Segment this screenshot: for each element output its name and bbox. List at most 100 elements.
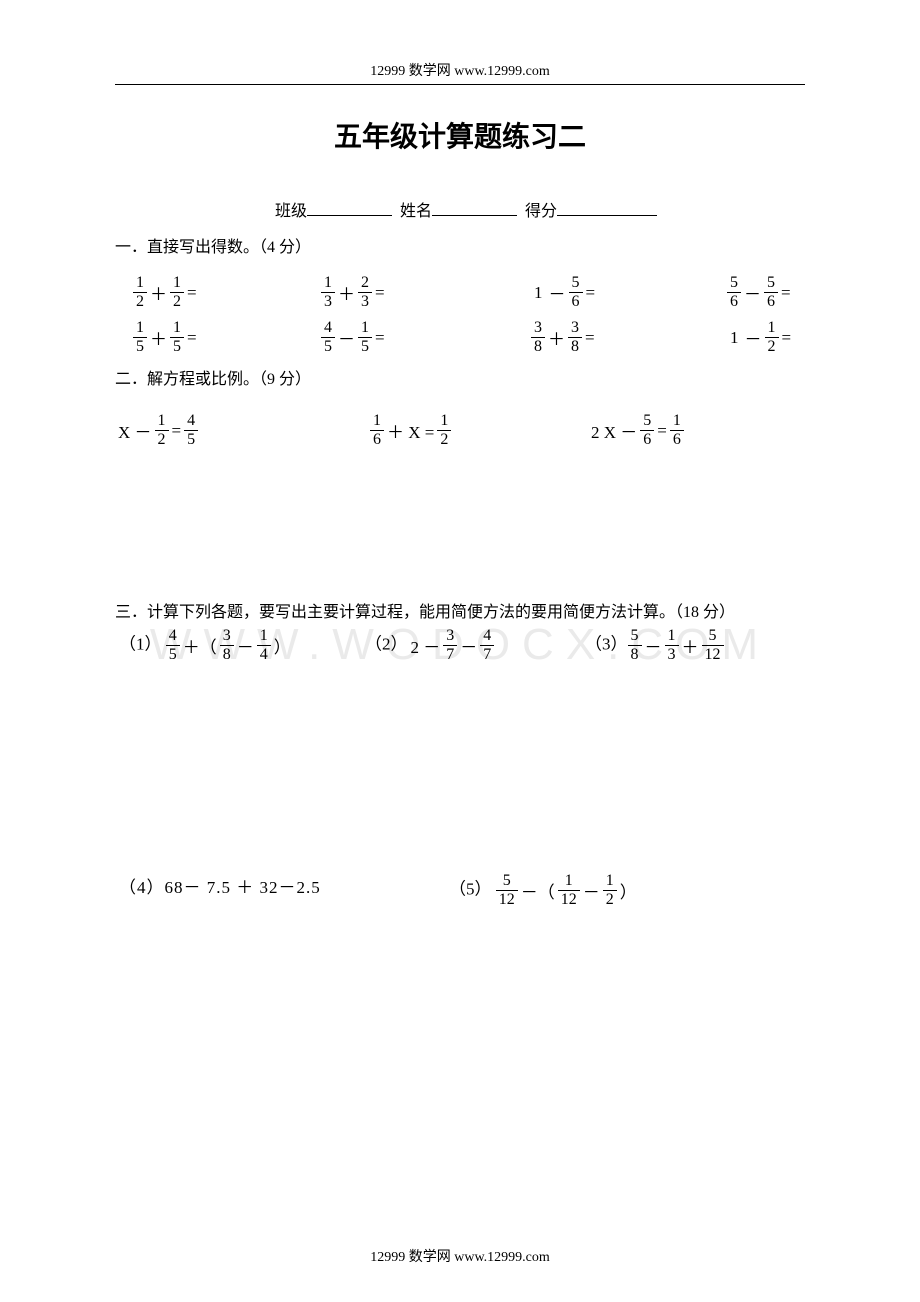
operator: ＋ [147,325,170,350]
sec2-row: X －12=45 16＋ X =12 2 X －56=16 [115,413,805,448]
equals: = [184,283,200,303]
equals: = [582,328,598,348]
fraction: 15 [133,320,147,355]
numerator: 4 [166,628,180,646]
equals: = [372,328,388,348]
fraction: 47 [480,628,494,663]
numerator: 1 [133,275,147,293]
problem-label: （4） [119,878,165,897]
denominator: 8 [531,338,545,355]
denominator: 4 [257,646,271,663]
operator: － [335,325,358,350]
denominator: 8 [568,338,582,355]
denominator: 6 [370,431,384,448]
fraction: 15 [170,320,184,355]
denominator: 5 [170,338,184,355]
fraction: 56 [569,275,583,310]
equals: = [184,328,200,348]
fraction: 16 [370,413,384,448]
fraction: 13 [321,275,335,310]
sec3-row1: （1） 45 ＋（38－14） （2）2 －37－47 （3）58－13＋512 [119,628,805,663]
numerator: 1 [321,275,335,293]
operator: － [580,878,603,903]
whole-number: 1 [531,283,546,303]
denominator: 8 [628,646,642,663]
numerator: 1 [170,320,184,338]
equals: = [169,421,185,441]
equals: = [583,283,599,303]
section2-heading: 二．解方程或比例。（9 分） [115,365,805,389]
denominator: 12 [702,646,724,663]
numerator: 1 [257,628,271,646]
denominator: 3 [665,646,679,663]
fraction: 13 [665,628,679,663]
eq-item: （3）58－13＋512 [585,628,724,663]
fraction: 512 [496,873,518,908]
numerator: 3 [531,320,545,338]
eq-item: 13＋23= [321,275,531,310]
fraction: 45 [166,628,180,663]
numerator: 5 [496,873,518,891]
operator: ＋ [147,280,170,305]
fraction: 12 [765,320,779,355]
expr-text: 68－ 7.5 ＋ 32－2.5 [165,878,321,897]
fraction: 12 [603,873,617,908]
sec3-row2: （4）68－ 7.5 ＋ 32－2.5 （5） 512 －（112 －12） [119,873,805,908]
expr-text: 2 － [408,633,444,658]
name-label: 姓名 [400,203,432,220]
fraction: 45 [184,413,198,448]
fraction: 112 [558,873,580,908]
denominator: 12 [496,891,518,908]
numerator: 5 [569,275,583,293]
denominator: 2 [765,338,779,355]
fraction: 14 [257,628,271,663]
denominator: 6 [640,431,654,448]
denominator: 2 [155,431,169,448]
operator: ＋（ [180,633,220,658]
numerator: 3 [443,628,457,646]
denominator: 2 [133,293,147,310]
numerator: 1 [765,320,779,338]
denominator: 3 [358,293,372,310]
numerator: 4 [321,320,335,338]
eq-item: 15＋15= [133,320,321,355]
eq-item: 2 X －56=16 [588,413,684,448]
eq-item: 45－15= [321,320,531,355]
fraction: 12 [133,275,147,310]
eq-item: 1－12= [727,320,794,355]
numerator: 5 [702,628,724,646]
denominator: 5 [321,338,335,355]
expr-text: 2 X － [588,418,640,443]
problem-label: （5） [449,879,492,898]
page: 12999 数学网 www.12999.com 五年级计算题练习二 班级 姓名 … [0,0,920,948]
equals: = [654,421,670,441]
fraction: 23 [358,275,372,310]
equals: = [372,283,388,303]
numerator: 1 [370,413,384,431]
eq-item: 1－56= [531,275,727,310]
numerator: 1 [358,320,372,338]
whole-number: 1 [727,328,742,348]
fraction: 38 [220,628,234,663]
eq-item: （1） 45 ＋（38－14） [119,628,365,663]
info-line: 班级 姓名 得分 [115,197,805,221]
fraction: 58 [628,628,642,663]
footer-site: 12999 数学网 www.12999.com [0,1246,920,1266]
denominator: 6 [727,293,741,310]
eq-item: （2）2 －37－47 [365,628,585,663]
numerator: 1 [603,873,617,891]
denominator: 12 [558,891,580,908]
eq-item: X －12=45 [115,413,370,448]
section3-heading: 三．计算下列各题，要写出主要计算过程，能用简便方法的要用简便方法计算。（18 分… [115,598,805,622]
fraction: 12 [170,275,184,310]
fraction: 56 [764,275,778,310]
operator: － [457,633,480,658]
eq-item: 56－56= [727,275,794,310]
operator: － [546,280,569,305]
numerator: 1 [170,275,184,293]
operator: ＋ [679,633,702,658]
numerator: 3 [568,320,582,338]
denominator: 5 [358,338,372,355]
numerator: 1 [665,628,679,646]
eq-item: （4）68－ 7.5 ＋ 32－2.5 [119,873,449,908]
